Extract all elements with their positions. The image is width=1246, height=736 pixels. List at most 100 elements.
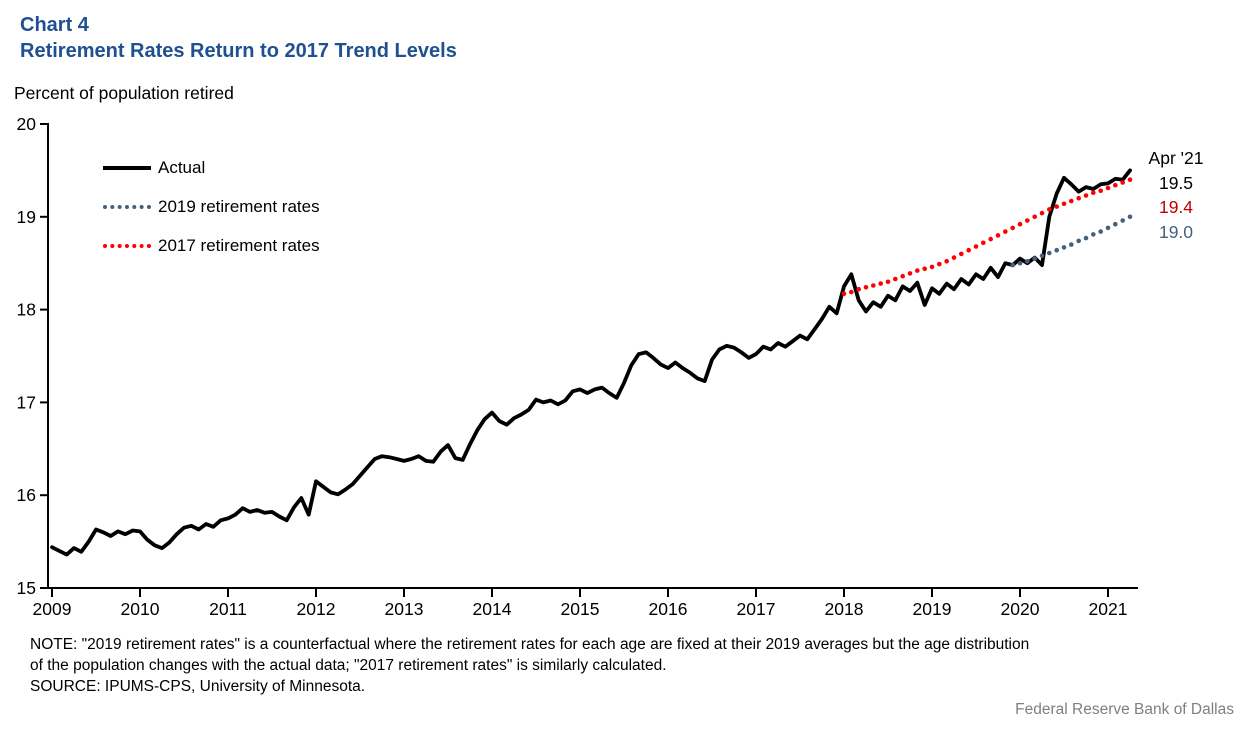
data-dot <box>885 279 891 285</box>
data-dot <box>1025 259 1030 264</box>
axis-unit-label: Percent of population retired <box>14 83 234 103</box>
data-dot <box>1091 232 1096 237</box>
data-dot <box>1010 262 1015 268</box>
data-dot <box>1032 256 1037 261</box>
data-dot <box>1120 218 1125 223</box>
data-dot <box>900 273 905 279</box>
legend-label-2019-rates: 2019 retirement rates <box>158 196 320 216</box>
data-dot <box>841 291 847 297</box>
data-dot <box>893 276 898 282</box>
data-dot <box>1054 247 1059 253</box>
legend: Actual 2019 retirement rates 2017 retire… <box>103 148 320 265</box>
x-tick-label: 2018 <box>825 599 864 619</box>
data-dot <box>1039 210 1045 216</box>
data-dot <box>1105 225 1111 231</box>
annotation-value-2017-rates: 19.4 <box>1158 197 1194 217</box>
y-tick-label: 15 <box>17 578 36 598</box>
source-line: SOURCE: IPUMS-CPS, University of Minneso… <box>30 678 366 695</box>
data-dot <box>1120 180 1125 185</box>
actual-line-marker <box>103 165 151 170</box>
data-dot <box>1017 221 1023 227</box>
data-dot <box>1039 253 1045 259</box>
x-tick-label: 2019 <box>913 599 952 619</box>
y-tick-label: 18 <box>17 300 36 320</box>
x-tick-label: 2011 <box>209 599 247 619</box>
data-dot <box>907 271 913 276</box>
note-line-2: of the population changes with the actua… <box>30 657 667 674</box>
y-tick-label: 20 <box>17 114 37 134</box>
legend-label-actual: Actual <box>158 157 206 177</box>
x-tick-label: 2020 <box>1001 599 1040 619</box>
data-dot <box>878 281 883 286</box>
annotation-value-actual: 19.5 <box>1158 172 1194 193</box>
data-dot <box>1113 182 1118 188</box>
dotted-line-marker-2019 <box>103 204 151 209</box>
data-dot <box>1047 207 1052 212</box>
data-dot <box>981 240 986 246</box>
x-tick-label: 2017 <box>737 599 776 619</box>
dotted-line-marker-2017 <box>103 243 151 248</box>
y-tick-label: 19 <box>17 207 36 227</box>
data-dot <box>1105 185 1111 191</box>
data-dot <box>1113 221 1118 227</box>
data-dot <box>1054 204 1059 209</box>
data-dot <box>1047 250 1052 256</box>
data-dot <box>995 233 1001 238</box>
end-annotations: Apr '21 19.5 19.4 19.0 <box>1138 146 1214 244</box>
x-tick-label: 2009 <box>33 599 72 619</box>
data-dot <box>1025 218 1030 223</box>
data-dot <box>929 264 935 270</box>
annotation-date: Apr '21 <box>1148 148 1204 168</box>
data-dot <box>1010 225 1015 231</box>
data-dot <box>1098 188 1103 194</box>
legend-item-2019-rates: 2019 retirement rates <box>103 187 320 226</box>
annotation-value-2019-rates: 19.0 <box>1158 221 1194 242</box>
data-dot <box>1083 235 1089 241</box>
data-dot <box>1069 198 1074 204</box>
data-dot <box>863 285 869 290</box>
legend-item-2017-rates: 2017 retirement rates <box>103 226 320 265</box>
data-dot <box>922 266 927 272</box>
header: Chart 4 Retirement Rates Return to 2017 … <box>20 12 457 64</box>
x-tick-label: 2012 <box>297 599 336 619</box>
y-tick-label: 16 <box>17 485 36 505</box>
data-dot <box>1127 177 1133 182</box>
data-dot <box>915 268 920 273</box>
data-dot <box>1091 190 1096 195</box>
data-dot <box>966 247 971 253</box>
data-dot <box>1032 214 1037 220</box>
x-tick-label: 2013 <box>385 599 424 619</box>
series-rates_2017-dots <box>841 177 1133 297</box>
x-tick-label: 2015 <box>561 599 600 619</box>
data-dot <box>1076 195 1081 201</box>
data-dot <box>988 236 993 242</box>
data-dot <box>1061 201 1067 207</box>
data-dot <box>1098 229 1103 234</box>
data-dot <box>959 251 964 257</box>
data-dot <box>1076 238 1081 244</box>
legend-item-actual: Actual <box>103 148 320 187</box>
note-block: NOTE: "2019 retirement rates" is a count… <box>30 634 1232 697</box>
legend-label-2017-rates: 2017 retirement rates <box>158 235 320 255</box>
data-dot <box>1017 260 1023 266</box>
series-rates_2019-dots <box>1010 214 1133 268</box>
x-tick-label: 2010 <box>121 599 160 619</box>
chart-title: Retirement Rates Return to 2017 Trend Le… <box>20 40 457 62</box>
data-dot <box>849 289 854 295</box>
data-dot <box>871 283 876 288</box>
note-line-1: NOTE: "2019 retirement rates" is a count… <box>30 636 1030 653</box>
x-tick-label: 2014 <box>473 599 512 619</box>
footer-credit: Federal Reserve Bank of Dallas <box>1015 701 1234 718</box>
x-tick-label: 2021 <box>1089 599 1128 619</box>
data-dot <box>937 261 942 267</box>
data-dot <box>973 244 979 249</box>
data-dot <box>951 255 957 260</box>
y-tick-label: 17 <box>17 392 36 412</box>
chart-number-label: Chart 4 <box>20 14 89 36</box>
data-dot <box>1003 229 1008 234</box>
data-dot <box>1127 214 1133 220</box>
data-dot <box>856 286 861 292</box>
data-dot <box>1061 245 1067 250</box>
